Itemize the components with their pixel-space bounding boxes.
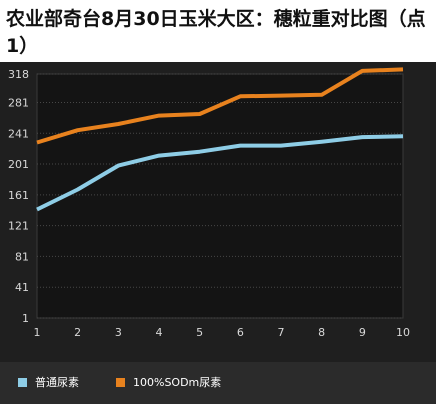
y-tick-label: 121 (8, 220, 29, 233)
y-tick-label: 281 (8, 96, 29, 109)
chart-legend: 普通尿素 100%SODm尿素 (0, 362, 436, 404)
series-line-1 (36, 134, 404, 212)
y-tick-label: 318 (8, 68, 29, 81)
legend-swatch-series-2 (116, 377, 125, 387)
legend-label-series-2: 100%SODm尿素 (133, 376, 222, 389)
y-tick-label: 81 (15, 250, 29, 263)
plot-area (36, 73, 404, 319)
y-tick-label: 201 (8, 158, 29, 171)
y-tick-label: 161 (8, 189, 29, 202)
x-tick-label: 7 (278, 326, 285, 339)
chart-panel: 1 41 81 121 161 201 241 281 318 1 2 3 4 5 6 7 8 9 10 (0, 62, 436, 404)
y-tick-label: 1 (22, 312, 29, 325)
legend-item-series-2: 100%SODm尿素 (116, 374, 221, 390)
x-tick-label: 2 (74, 326, 81, 339)
series-line-2 (36, 67, 404, 145)
legend-item-series-1: 普通尿素 (18, 374, 79, 390)
chart-plot: 1 41 81 121 161 201 241 281 318 1 2 3 4 5 6 7 8 9 10 (8, 67, 410, 339)
legend-label-series-1: 普通尿素 (35, 376, 79, 389)
x-tick-label: 6 (237, 326, 244, 339)
x-tick-label: 9 (359, 326, 366, 339)
x-tick-label: 3 (115, 326, 122, 339)
x-tick-label: 1 (34, 326, 41, 339)
x-tick-label: 5 (196, 326, 203, 339)
chart-title: 农业部奇台8月30日玉米大区：穗粒重对比图（点1） (6, 8, 426, 57)
x-tick-label: 8 (318, 326, 325, 339)
x-tick-label: 10 (396, 326, 410, 339)
y-tick-label: 41 (15, 281, 29, 294)
legend-swatch-series-1 (18, 377, 27, 387)
x-tick-label: 4 (156, 326, 163, 339)
y-tick-label: 241 (8, 127, 29, 140)
